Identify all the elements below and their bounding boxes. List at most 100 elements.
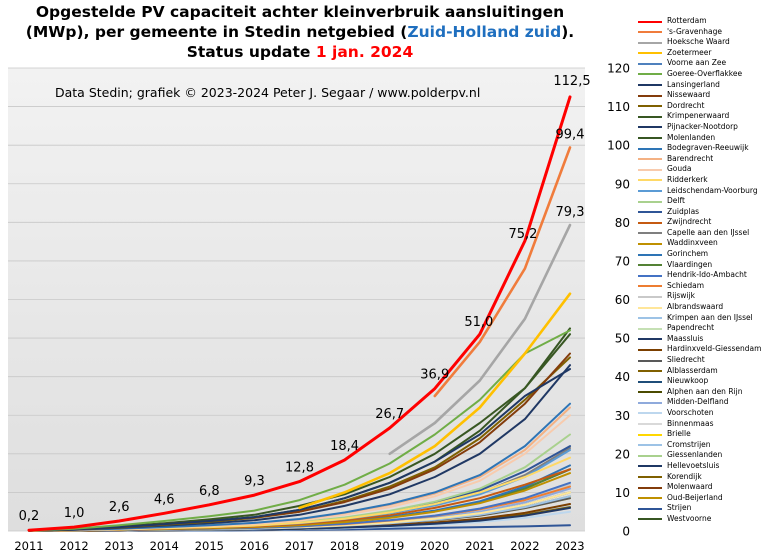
legend-item: Hellevoetsluis [636, 461, 773, 472]
legend-item: Voorne aan Zee [636, 58, 773, 69]
legend-item: Voorschoten [636, 408, 773, 419]
data-label: 18,4 [330, 439, 359, 454]
legend-item: Oud-Beijerland [636, 493, 773, 504]
legend-item: Albrandswaard [636, 302, 773, 313]
legend-label: Waddinxveen [667, 238, 718, 248]
legend-swatch [638, 253, 662, 256]
legend-label: Rijswijk [667, 291, 695, 301]
legend-swatch [638, 31, 662, 34]
y-tick-label: 120 [607, 62, 630, 76]
legend-label: Strijen [667, 503, 692, 513]
y-tick-label: 110 [607, 100, 630, 114]
y-tick-label: 0 [622, 525, 630, 539]
legend-label: Brielle [667, 429, 691, 439]
legend-label: Zwijndrecht [667, 217, 712, 227]
legend-swatch [638, 518, 662, 521]
legend-item: Goeree-Overflakkee [636, 69, 773, 80]
legend-item: Cromstrijen [636, 440, 773, 451]
legend-item: Krimpenerwaard [636, 111, 773, 122]
y-tick-label: 90 [615, 177, 630, 191]
legend-item: Molenlanden [636, 133, 773, 144]
legend-swatch [638, 168, 662, 171]
y-tick-label: 50 [615, 332, 630, 346]
data-label: 26,7 [375, 407, 404, 422]
legend-swatch [638, 221, 662, 224]
x-tick-label: 2013 [105, 539, 134, 553]
data-label: 99,4 [556, 127, 585, 142]
legend-item: Binnenmaas [636, 419, 773, 430]
legend-label: Giessenlanden [667, 450, 723, 460]
legend-swatch [638, 497, 662, 500]
legend-label: Delft [667, 196, 685, 206]
legend-swatch [638, 179, 662, 182]
data-label: 75,2 [508, 227, 537, 242]
y-tick-label: 10 [615, 486, 630, 500]
series-line-lansingerland [28, 368, 571, 532]
legend-item: Hoeksche Waard [636, 37, 773, 48]
legend-swatch [638, 306, 662, 309]
legend-label: Hoeksche Waard [667, 37, 730, 47]
legend-item: Rotterdam [636, 16, 773, 27]
legend-swatch [638, 41, 662, 44]
legend-label: Dordrecht [667, 100, 705, 110]
x-tick-label: 2014 [150, 539, 179, 553]
legend-label: Rotterdam [667, 16, 707, 25]
legend-item: Delft [636, 196, 773, 207]
legend-swatch [638, 94, 662, 97]
legend-swatch [638, 465, 662, 468]
series-line-goeree-overflakkee [28, 329, 571, 532]
data-label: 9,3 [244, 474, 265, 489]
legend-swatch [638, 370, 662, 373]
legend-item: Papendrecht [636, 323, 773, 334]
legend-swatch [638, 200, 662, 203]
legend-swatch [638, 232, 662, 235]
legend-item: Nissewaard [636, 90, 773, 101]
y-tick-label: 20 [615, 447, 630, 461]
legend-swatch [638, 52, 662, 55]
series-lines [27, 95, 572, 532]
legend-item: Korendijk [636, 472, 773, 483]
legend-label: Molenlanden [667, 132, 716, 142]
title-line-2-pre: (MWp), per gemeente in Stedin netgebied … [25, 23, 408, 41]
legend-swatch [638, 264, 662, 267]
legend-swatch [638, 295, 662, 298]
legend-swatch [638, 211, 662, 214]
y-tick-label: 100 [607, 139, 630, 153]
legend-item: Bodegraven-Reeuwijk [636, 143, 773, 154]
legend-item: Rijswijk [636, 291, 773, 302]
title-region: Zuid-Holland zuid [407, 23, 562, 41]
legend-item: Giessenlanden [636, 450, 773, 461]
legend-label: Gouda [667, 164, 692, 174]
legend-swatch [638, 486, 662, 489]
legend-label: Zoetermeer [667, 47, 712, 57]
legend-label: Hendrik-Ido-Ambacht [667, 270, 747, 280]
legend-label: Voorschoten [667, 407, 714, 417]
x-tick-label: 2019 [375, 539, 404, 553]
legend-label: Krimpen aan den IJssel [667, 312, 753, 322]
data-label: 51,0 [464, 315, 493, 330]
legend-item: Hardinxveld-Giessendam [636, 344, 773, 355]
legend-label: Goeree-Overflakkee [667, 68, 743, 78]
legend-swatch [638, 401, 662, 404]
legend-item: Brielle [636, 429, 773, 440]
legend-swatch [638, 20, 662, 23]
gridlines [8, 67, 585, 532]
legend-label: Voorne aan Zee [667, 58, 727, 68]
legend-item: Midden-Delfland [636, 397, 773, 408]
legend-label: Bodegraven-Reeuwijk [667, 143, 749, 153]
x-tick-label: 2015 [195, 539, 224, 553]
legend-label: Vlaardingen [667, 259, 713, 269]
legend-label: 's-Gravenhage [667, 26, 722, 36]
x-tick-label: 2022 [510, 539, 539, 553]
legend-swatch [638, 274, 662, 277]
legend-label: Alblasserdam [667, 365, 718, 375]
legend-label: Hellevoetsluis [667, 460, 720, 470]
x-tick-label: 2021 [465, 539, 494, 553]
legend-label: Cromstrijen [667, 439, 711, 449]
legend-item: Lansingerland [636, 80, 773, 91]
legend-item: Alphen aan den Rijn [636, 387, 773, 398]
legend-item: Zoetermeer [636, 48, 773, 59]
data-label: 79,3 [556, 205, 585, 220]
legend-item: Strijen [636, 503, 773, 514]
